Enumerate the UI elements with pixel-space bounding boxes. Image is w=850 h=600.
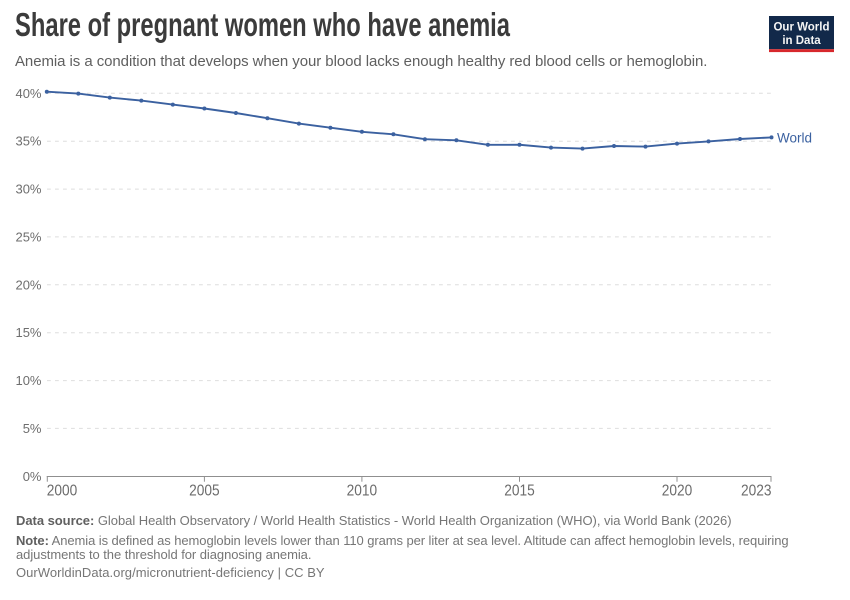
svg-text:World: World xyxy=(777,131,812,146)
svg-text:2000: 2000 xyxy=(47,483,78,500)
svg-text:in Data: in Data xyxy=(782,35,821,47)
svg-text:15%: 15% xyxy=(15,325,41,340)
svg-text:2005: 2005 xyxy=(189,483,220,500)
svg-text:35%: 35% xyxy=(15,134,41,149)
svg-text:Note: Anemia is defined as hem: Note: Anemia is defined as hemoglobin le… xyxy=(16,533,789,548)
svg-text:30%: 30% xyxy=(15,182,41,197)
svg-text:25%: 25% xyxy=(15,229,41,244)
svg-text:Anemia is a condition that dev: Anemia is a condition that develops when… xyxy=(15,53,707,70)
svg-text:2020: 2020 xyxy=(662,483,693,500)
svg-text:2023: 2023 xyxy=(741,483,772,500)
svg-text:2010: 2010 xyxy=(347,483,378,500)
svg-text:2015: 2015 xyxy=(504,483,535,500)
svg-text:20%: 20% xyxy=(15,277,41,292)
svg-text:adjustments to the threshold f: adjustments to the threshold for diagnos… xyxy=(16,547,311,562)
svg-text:0%: 0% xyxy=(23,469,42,484)
svg-text:Data source: Global Health Obs: Data source: Global Health Observatory /… xyxy=(16,513,732,528)
svg-text:40%: 40% xyxy=(15,86,41,101)
svg-text:Our World: Our World xyxy=(773,22,829,34)
svg-text:OurWorldinData.org/micronutrie: OurWorldinData.org/micronutrient-deficie… xyxy=(16,565,325,580)
svg-text:5%: 5% xyxy=(23,421,42,436)
svg-text:Share of pregnant women who ha: Share of pregnant women who have anemia xyxy=(15,6,510,43)
svg-text:10%: 10% xyxy=(15,373,41,388)
